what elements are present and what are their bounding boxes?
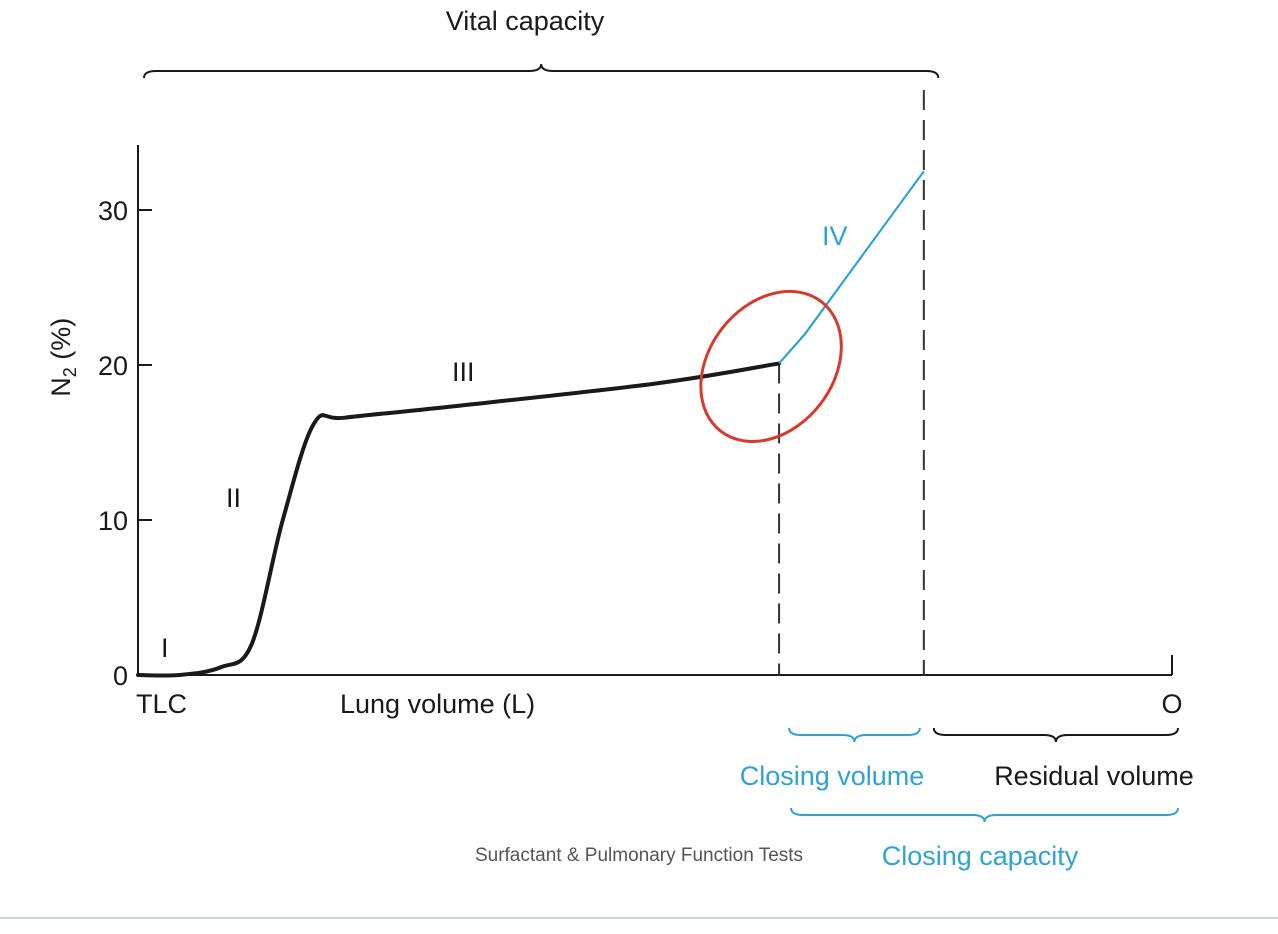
residual-volume-brace xyxy=(932,727,1179,743)
closing-point-highlight-circle xyxy=(699,289,843,443)
x-start-label-tlc: TLC xyxy=(136,689,187,719)
y-tick-label: 30 xyxy=(98,196,128,226)
closing-capacity-label: Closing capacity xyxy=(882,841,1079,871)
x-end-label: O xyxy=(1161,689,1182,719)
phase-label-i: I xyxy=(161,633,169,663)
phase-label-iii: III xyxy=(452,357,475,387)
nitrogen-curves xyxy=(136,170,925,678)
vital-capacity-brace xyxy=(143,63,940,79)
nitrogen-curve-phase-i-iii xyxy=(136,361,782,678)
y-axis-label: N2 (%) xyxy=(46,318,80,397)
nitrogen-curve-phase-iv xyxy=(778,170,925,365)
phase-label-ii: II xyxy=(226,483,241,513)
vital-capacity-label: Vital capacity xyxy=(446,6,605,36)
bottom-divider xyxy=(0,917,1278,919)
chart-axes xyxy=(137,145,1173,676)
closing-capacity-brace xyxy=(790,807,1179,823)
closing-volume-label: Closing volume xyxy=(740,761,925,791)
volume-guide-lines xyxy=(778,90,925,675)
closing-volume-brace xyxy=(788,727,921,743)
y-tick-label: 10 xyxy=(98,506,128,536)
volume-braces xyxy=(143,63,1179,823)
x-axis-label: Lung volume (L) xyxy=(340,689,535,719)
y-tick-label: 20 xyxy=(98,351,128,381)
y-tick-marks xyxy=(138,209,152,521)
residual-volume-label: Residual volume xyxy=(994,761,1194,791)
y-tick-label: 0 xyxy=(113,661,128,691)
y-axis-label-main: N xyxy=(46,377,76,397)
y-axis-label-unit: (%) xyxy=(46,318,76,368)
figure-caption: Surfactant & Pulmonary Function Tests xyxy=(474,845,804,866)
phase-label-iv: IV xyxy=(822,221,848,251)
y-axis-label-subscript: 2 xyxy=(60,367,80,377)
